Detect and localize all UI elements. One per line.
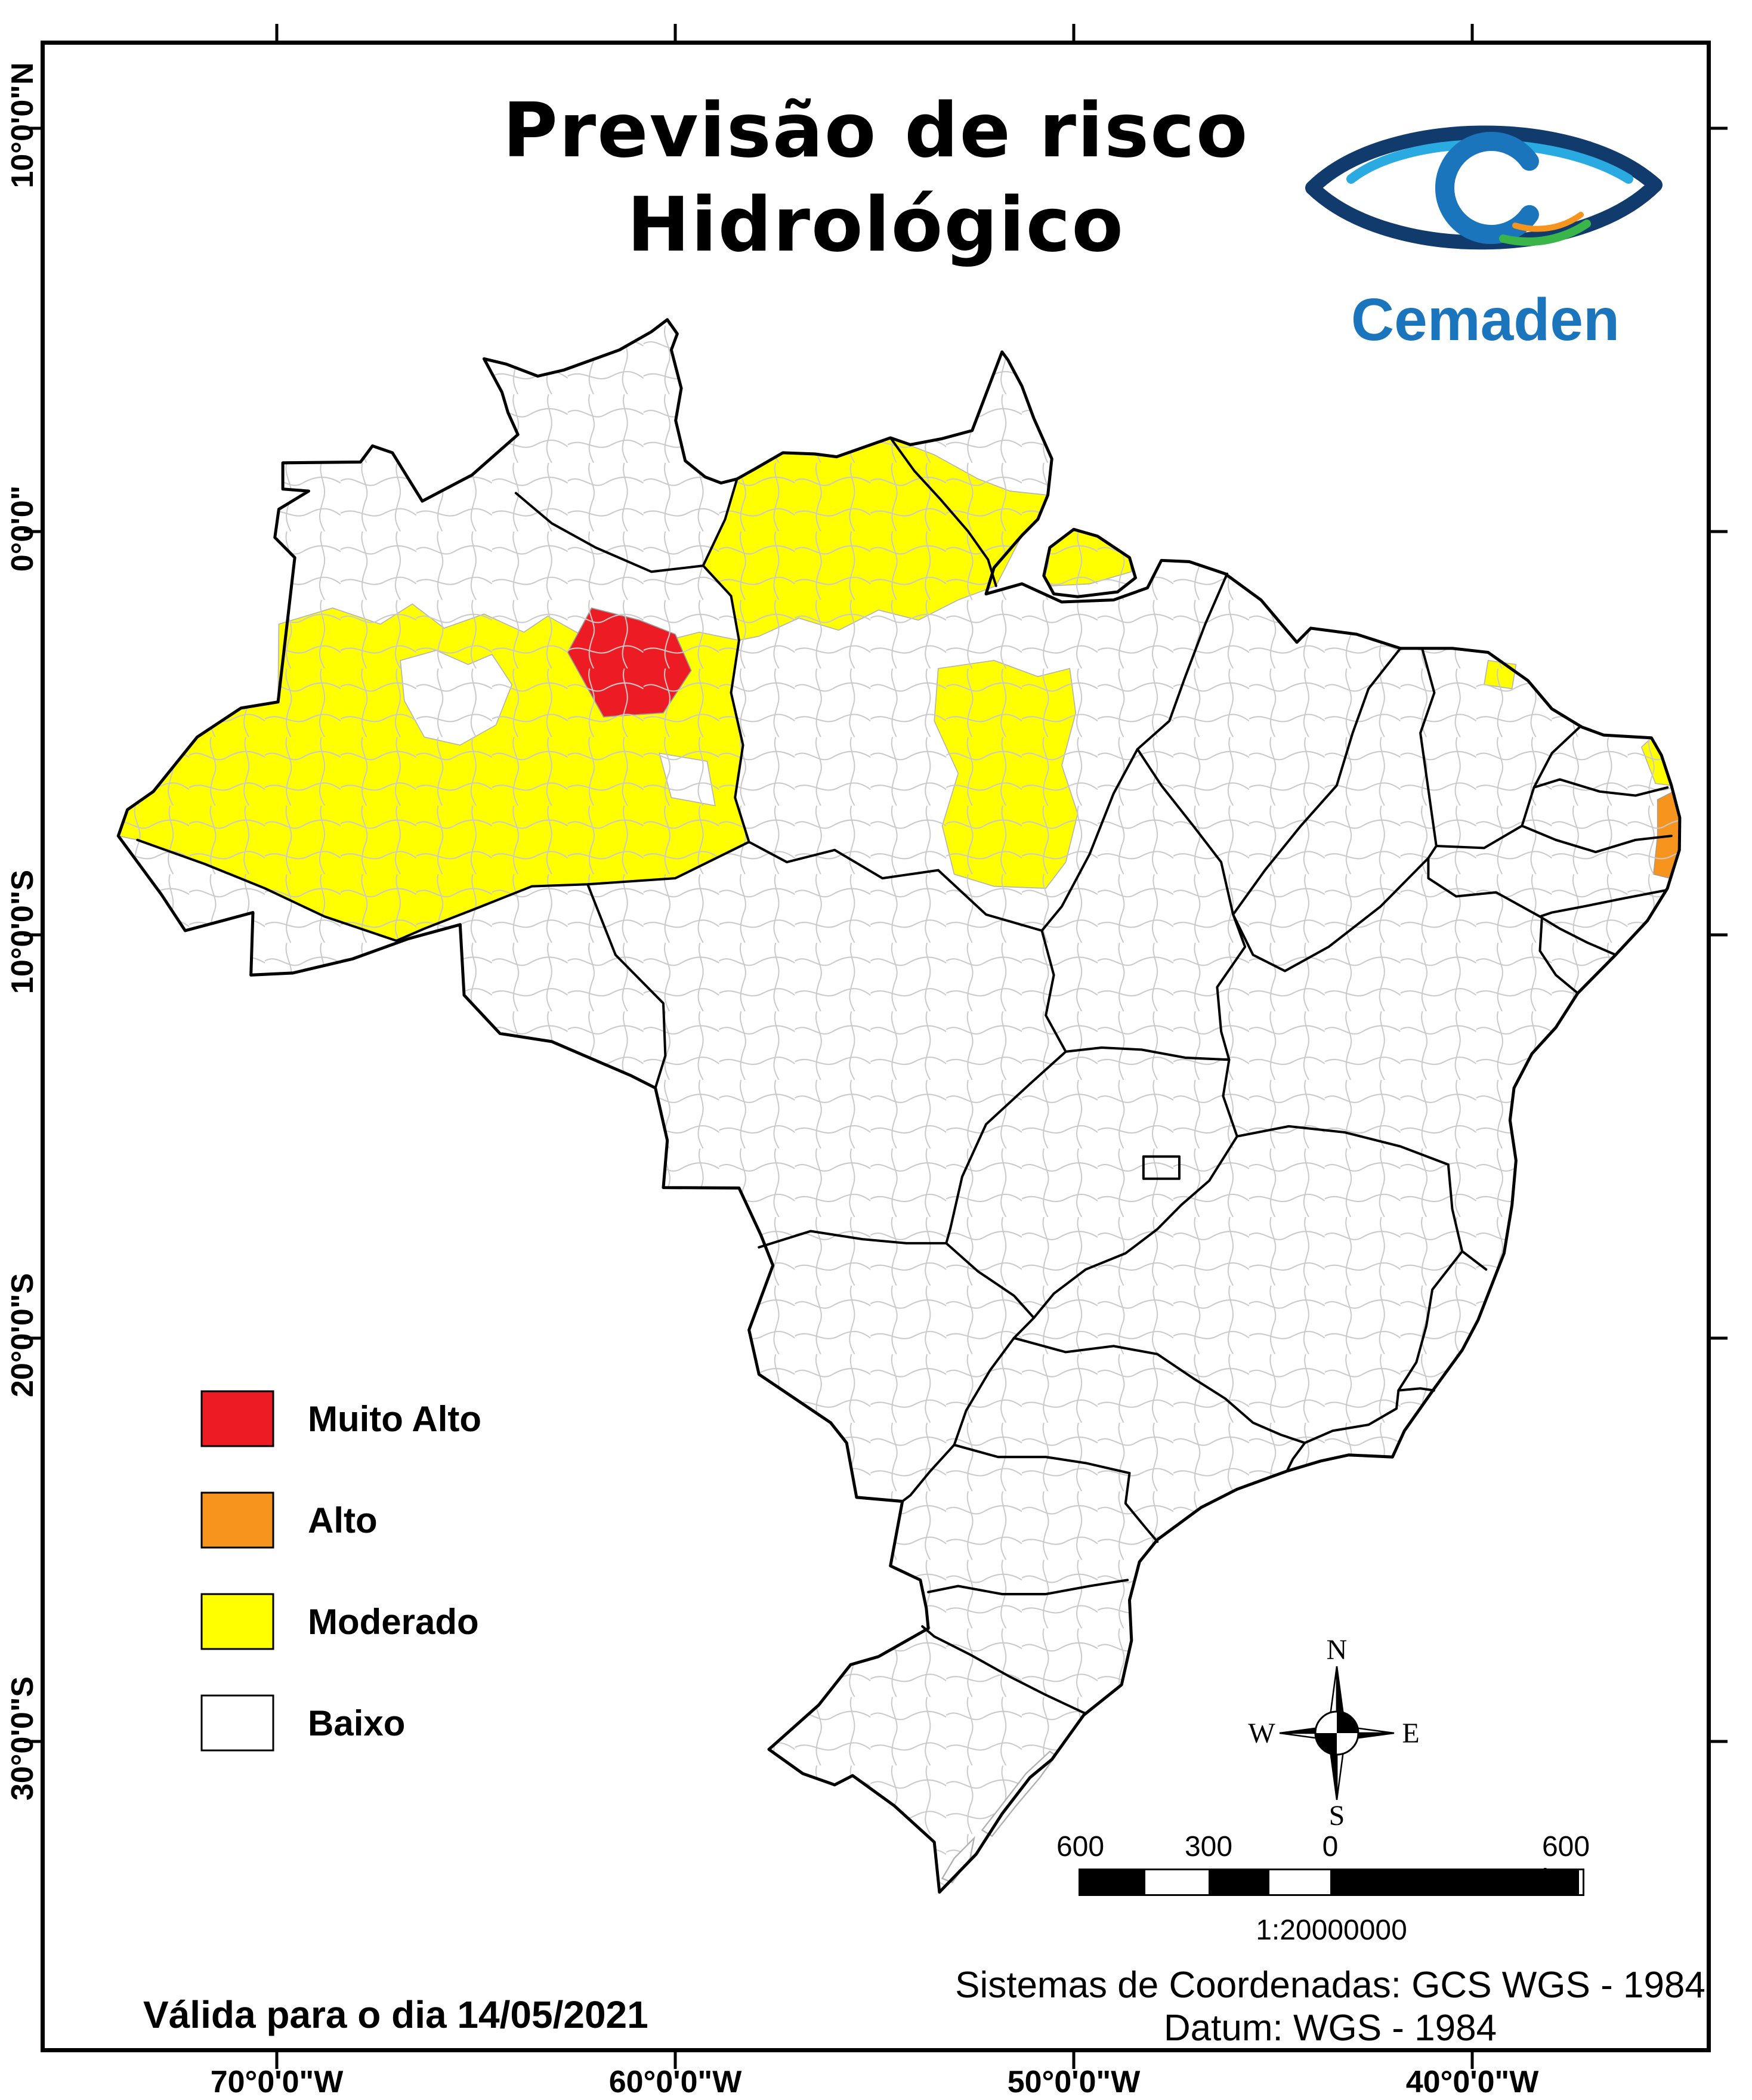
lat-label-30s: 30°0'0"S — [5, 1676, 40, 1801]
compass-west-label: W — [1248, 1718, 1275, 1749]
risk-legend: Muito Alto Alto Moderado Baixo — [200, 1390, 481, 1796]
datum: Datum: WGS - 1984 — [1163, 2008, 1497, 2049]
lat-label-0: 0°0'0" — [5, 485, 40, 572]
coordinate-system-block: Sistemas de Coordenadas: GCS WGS - 1984 … — [931, 1964, 1730, 2050]
lon-label-60w: 60°0'0"W — [608, 2065, 742, 2099]
north-arrow-icon — [1279, 1666, 1395, 1801]
scale-label-600-left: 600 — [1056, 1831, 1105, 1863]
scale-ratio: 1:20000000 — [1256, 1914, 1407, 1946]
validity-date: Válida para o dia 14/05/2021 — [143, 1993, 648, 2036]
lat-label-20s: 20°0'0"S — [5, 1273, 40, 1398]
compass-north-label: N — [1327, 1634, 1348, 1666]
legend-item-alto: Alto — [200, 1491, 481, 1549]
cemaden-wordmark: Cemaden — [1351, 286, 1620, 353]
legend-swatch-moderado — [200, 1593, 274, 1650]
cemaden-eye-icon — [1305, 125, 1663, 250]
state-boundaries — [136, 436, 1673, 1715]
scale-bar: 600 300 0 600 km 1:20000000 — [1056, 1820, 1611, 1963]
legend-label-alto: Alto — [308, 1500, 378, 1540]
lon-label-50w: 50°0'0"W — [1007, 2065, 1141, 2099]
brazil-outline — [116, 318, 1682, 1894]
scale-bar-graphic — [1079, 1869, 1584, 1896]
scale-label-300: 300 — [1184, 1831, 1233, 1863]
scale-label-0: 0 — [1322, 1831, 1339, 1863]
lat-label-10n: 10°0'0"N — [5, 62, 40, 189]
cemaden-logo: Cemaden — [1305, 125, 1663, 353]
legend-label-muito-alto: Muito Alto — [308, 1398, 482, 1439]
lat-label-10s: 10°0'0"S — [5, 869, 40, 995]
page-title: Previsão de risco Hidrológico — [279, 84, 1472, 271]
municipal-boundaries-texture — [118, 319, 1680, 1892]
legend-swatch-alto — [200, 1491, 274, 1549]
page-title-line1: Previsão de risco — [502, 87, 1249, 174]
legend-swatch-muito-alto — [200, 1390, 274, 1447]
legend-item-baixo: Baixo — [200, 1694, 481, 1752]
lon-label-70w: 70°0'0"W — [210, 2065, 344, 2099]
legend-item-moderado: Moderado — [200, 1593, 481, 1650]
legend-label-baixo: Baixo — [308, 1703, 406, 1743]
brazil-map — [116, 318, 1682, 1894]
legend-item-muito-alto: Muito Alto — [200, 1390, 481, 1447]
compass-south-label: S — [1329, 1800, 1345, 1829]
lon-label-40w: 40°0'0"W — [1405, 2065, 1539, 2099]
compass-rose: N S W E — [1248, 1634, 1419, 1829]
legend-label-moderado: Moderado — [308, 1601, 479, 1642]
coordinate-system: Sistemas de Coordenadas: GCS WGS - 1984 — [955, 1965, 1705, 2006]
legend-swatch-baixo — [200, 1694, 274, 1752]
compass-east-label: E — [1402, 1718, 1419, 1749]
page-title-line2: Hidrológico — [627, 180, 1124, 268]
